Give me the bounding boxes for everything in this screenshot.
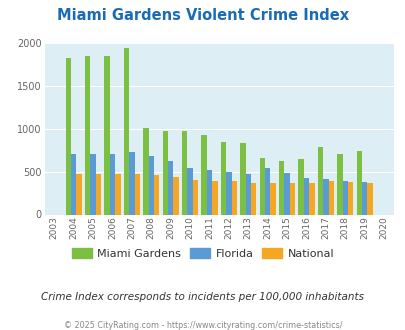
Text: Crime Index corresponds to incidents per 100,000 inhabitants: Crime Index corresponds to incidents per… bbox=[41, 292, 364, 302]
Bar bbox=[245, 174, 250, 214]
Bar bbox=[153, 176, 159, 214]
Bar bbox=[110, 153, 115, 214]
Bar bbox=[361, 182, 367, 214]
Bar bbox=[115, 174, 120, 214]
Bar bbox=[250, 183, 256, 214]
Bar bbox=[356, 150, 361, 214]
Bar bbox=[342, 181, 347, 214]
Bar bbox=[201, 135, 206, 214]
Bar bbox=[317, 147, 322, 214]
Bar bbox=[104, 56, 110, 214]
Bar bbox=[90, 153, 96, 214]
Bar bbox=[85, 56, 90, 214]
Bar bbox=[240, 143, 245, 214]
Bar bbox=[212, 182, 217, 215]
Bar bbox=[134, 174, 140, 214]
Bar bbox=[143, 128, 148, 214]
Bar bbox=[173, 177, 179, 215]
Bar bbox=[181, 131, 187, 214]
Legend: Miami Gardens, Florida, National: Miami Gardens, Florida, National bbox=[67, 244, 338, 263]
Bar bbox=[168, 161, 173, 214]
Text: © 2025 CityRating.com - https://www.cityrating.com/crime-statistics/: © 2025 CityRating.com - https://www.city… bbox=[64, 321, 341, 330]
Bar bbox=[192, 180, 198, 214]
Bar bbox=[96, 174, 101, 214]
Bar bbox=[298, 159, 303, 214]
Bar bbox=[162, 131, 168, 214]
Bar bbox=[148, 156, 153, 215]
Bar bbox=[124, 48, 129, 214]
Bar bbox=[226, 172, 231, 214]
Bar bbox=[303, 178, 309, 214]
Bar bbox=[206, 170, 212, 215]
Bar bbox=[328, 182, 333, 215]
Bar bbox=[71, 153, 76, 214]
Bar bbox=[278, 161, 284, 214]
Bar bbox=[76, 174, 82, 214]
Bar bbox=[264, 168, 270, 214]
Bar bbox=[347, 182, 353, 214]
Bar bbox=[309, 183, 314, 214]
Bar bbox=[284, 173, 289, 214]
Bar bbox=[367, 183, 372, 214]
Bar bbox=[66, 58, 71, 214]
Bar bbox=[259, 158, 264, 214]
Text: Miami Gardens Violent Crime Index: Miami Gardens Violent Crime Index bbox=[57, 8, 348, 23]
Bar bbox=[270, 183, 275, 214]
Bar bbox=[289, 183, 294, 214]
Bar bbox=[231, 182, 237, 215]
Bar bbox=[187, 168, 192, 215]
Bar bbox=[220, 142, 226, 214]
Bar bbox=[336, 154, 342, 214]
Bar bbox=[129, 152, 134, 214]
Bar bbox=[322, 179, 328, 214]
